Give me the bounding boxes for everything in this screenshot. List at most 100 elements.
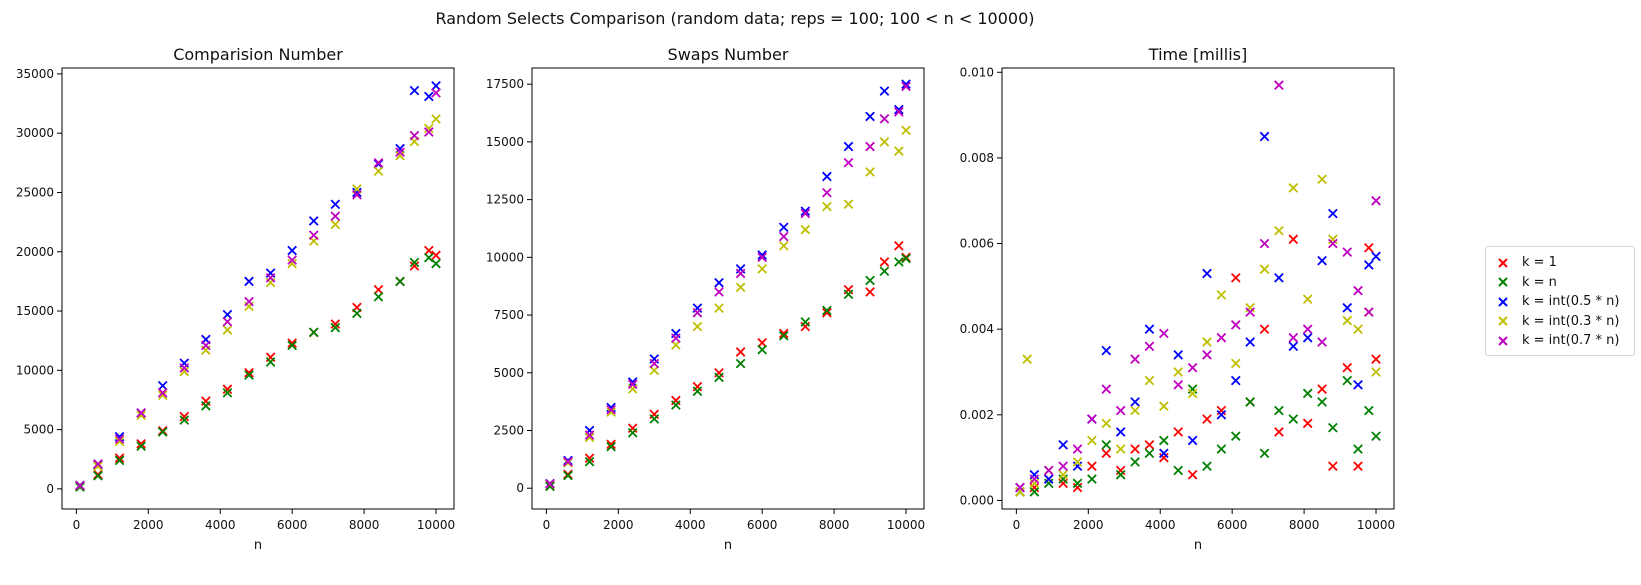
data-point bbox=[1230, 358, 1241, 369]
plot-frame bbox=[61, 67, 455, 510]
data-point bbox=[308, 230, 319, 240]
data-point bbox=[1058, 469, 1068, 480]
data-point bbox=[545, 481, 555, 492]
data-point bbox=[1371, 354, 1381, 364]
data-point bbox=[865, 111, 875, 122]
data-point bbox=[431, 80, 441, 91]
data-point bbox=[1173, 465, 1184, 476]
y-tick-label: 5000 bbox=[493, 366, 524, 380]
y-tick-label: 0.008 bbox=[960, 151, 994, 165]
data-point bbox=[714, 277, 724, 288]
data-point bbox=[330, 199, 341, 210]
data-point bbox=[843, 141, 854, 152]
x-tick-label: 4000 bbox=[1145, 518, 1176, 532]
data-point bbox=[395, 143, 405, 154]
data-point bbox=[1259, 264, 1270, 275]
data-point bbox=[1317, 397, 1327, 407]
subplot-swaps: Swaps Number n 0 2000 4000 6000 8000 10000 0 2500… bbox=[486, 45, 925, 553]
data-point bbox=[265, 272, 276, 283]
data-point bbox=[1202, 461, 1212, 472]
data-point bbox=[757, 250, 768, 260]
data-point bbox=[584, 456, 595, 467]
data-point bbox=[287, 340, 298, 351]
data-point bbox=[1342, 247, 1353, 257]
data-point bbox=[649, 358, 660, 369]
legend-entry: k = int(0.7 * n) bbox=[1494, 331, 1626, 351]
data-point bbox=[1101, 384, 1112, 394]
data-point bbox=[901, 79, 911, 89]
data-point bbox=[1371, 251, 1381, 262]
data-point bbox=[1087, 414, 1097, 424]
data-point bbox=[373, 166, 384, 176]
x-tick-label: 8000 bbox=[819, 518, 850, 532]
data-point bbox=[395, 150, 405, 161]
data-point bbox=[1144, 448, 1155, 459]
plot-frame bbox=[531, 67, 925, 510]
data-point bbox=[692, 386, 703, 397]
data-point bbox=[1158, 452, 1169, 463]
data-point bbox=[1230, 272, 1241, 283]
data-point bbox=[287, 245, 298, 256]
data-point bbox=[800, 206, 811, 216]
data-point bbox=[822, 307, 832, 318]
data-point bbox=[1363, 260, 1374, 270]
data-point bbox=[1072, 478, 1083, 489]
data-point bbox=[157, 390, 168, 401]
data-point bbox=[1158, 328, 1169, 339]
legend-marker-k07 bbox=[1498, 336, 1508, 346]
data-point bbox=[1216, 332, 1227, 343]
data-point bbox=[75, 482, 85, 492]
data-point bbox=[201, 340, 211, 351]
data-point bbox=[627, 427, 638, 438]
data-point bbox=[1072, 482, 1083, 493]
data-point bbox=[714, 287, 724, 297]
data-point bbox=[901, 125, 911, 136]
data-point bbox=[1015, 487, 1025, 497]
legend-label: k = int(0.7 * n) bbox=[1522, 333, 1620, 349]
y-tick-label: 0.002 bbox=[960, 408, 994, 422]
legend-label: k = n bbox=[1522, 274, 1557, 290]
legend-marker-k03 bbox=[1498, 316, 1508, 326]
data-point bbox=[735, 347, 746, 357]
data-point bbox=[136, 438, 146, 449]
data-point bbox=[822, 171, 832, 182]
data-point bbox=[778, 240, 789, 251]
data-point bbox=[1173, 427, 1184, 437]
data-point bbox=[1130, 457, 1140, 467]
data-point bbox=[893, 257, 904, 267]
y-tick-label: 17500 bbox=[486, 77, 524, 91]
y-tick-label: 5000 bbox=[23, 423, 54, 437]
data-point bbox=[649, 365, 660, 376]
data-point bbox=[431, 88, 441, 98]
data-point bbox=[409, 261, 420, 271]
data-point bbox=[1101, 439, 1112, 450]
data-point bbox=[1328, 238, 1338, 249]
data-point bbox=[1288, 341, 1299, 352]
legend-entry: k = n bbox=[1494, 273, 1626, 293]
y-tick-label: 10000 bbox=[486, 250, 524, 264]
data-point bbox=[114, 434, 125, 444]
data-point bbox=[114, 453, 125, 463]
data-point bbox=[584, 430, 595, 440]
data-point bbox=[222, 387, 233, 398]
data-point bbox=[822, 305, 832, 316]
data-point bbox=[395, 276, 405, 287]
data-point bbox=[1216, 409, 1227, 420]
y-tick-label: 0.000 bbox=[960, 493, 994, 507]
data-point bbox=[1259, 131, 1270, 142]
legend-label: k = 1 bbox=[1522, 255, 1557, 271]
data-point bbox=[1144, 439, 1155, 450]
data-point bbox=[1245, 302, 1255, 313]
x-tick-label: 8000 bbox=[1289, 518, 1320, 532]
data-point bbox=[735, 358, 746, 369]
y-tick-label: 7500 bbox=[493, 308, 524, 322]
data-point bbox=[287, 255, 298, 265]
data-point bbox=[865, 141, 875, 152]
data-point bbox=[157, 380, 168, 391]
x-tick-label: 2000 bbox=[603, 518, 634, 532]
x-axis-label: n bbox=[1194, 538, 1202, 553]
data-point bbox=[1058, 474, 1068, 484]
x-tick-label: 6000 bbox=[747, 518, 778, 532]
x-tick-label: 4000 bbox=[675, 518, 706, 532]
data-point bbox=[423, 91, 434, 102]
